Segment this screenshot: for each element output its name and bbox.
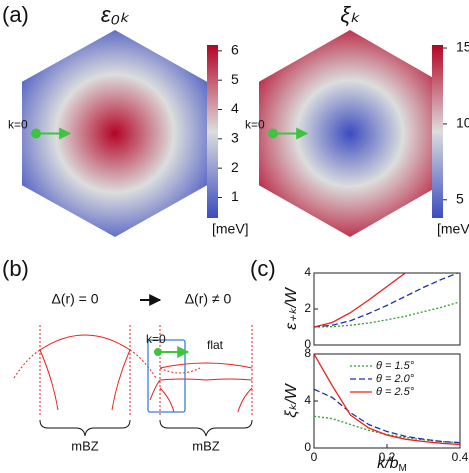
y-tick-label: 2 — [304, 301, 311, 315]
colorbar-tick-label: 3 — [231, 130, 239, 146]
y-tick-label: 0 — [304, 337, 311, 351]
brace — [39, 419, 131, 437]
brace — [159, 419, 253, 437]
y-axis-label: ξₖ/W — [283, 382, 300, 417]
legend-entry: θ = 2.5° — [376, 386, 415, 398]
x-tick-label: 0 — [311, 450, 318, 464]
band — [13, 349, 41, 379]
band — [205, 378, 253, 381]
line-series — [314, 301, 460, 328]
diagram-label: k=0 — [146, 332, 166, 346]
band — [39, 334, 131, 351]
band — [159, 387, 175, 413]
line-series — [314, 415, 460, 444]
colorbar — [432, 45, 443, 218]
colorbar-label: [meV] — [212, 221, 249, 237]
colorbar-tick-label: 5 — [231, 71, 239, 87]
colorbar-tick-label: 6 — [231, 42, 239, 58]
colorbar-label: [meV] — [437, 221, 469, 237]
x-axis-label-subscript: M — [399, 463, 407, 473]
line-series — [314, 354, 460, 446]
panel-label: (c) — [250, 256, 276, 281]
k0-marker — [268, 128, 278, 139]
heatmap — [22, 30, 207, 237]
diagram-label: Δ(r) ≠ 0 — [185, 291, 232, 307]
chart-title: ε₀ₖ — [101, 2, 130, 27]
chart-title: ξₖ — [340, 2, 360, 27]
line-series — [314, 273, 460, 328]
band — [149, 378, 207, 401]
colorbar — [207, 45, 218, 218]
y-tick-label: 4 — [304, 393, 311, 407]
band — [111, 349, 131, 411]
diagram-label: flat — [207, 338, 224, 352]
k0-marker — [154, 348, 162, 356]
y-tick-label: 8 — [304, 346, 311, 360]
legend-entry: θ = 1.5° — [376, 360, 415, 372]
zone-label: mBZ — [71, 438, 99, 453]
band — [159, 362, 253, 369]
diagram: Δ(r) = 0 Δ(r) ≠ 0 mBZ k=0 flat mBZ — [13, 291, 253, 453]
panel-label: (b) — [2, 256, 29, 281]
colorbar-tick-label: 5 — [456, 190, 464, 206]
y-tick-label: 0 — [304, 440, 311, 454]
colorbar-tick-label: 4 — [231, 100, 239, 116]
k0-marker — [31, 128, 41, 139]
x-tick-label: 0.2 — [379, 450, 396, 464]
y-tick-label: 4 — [304, 265, 311, 279]
band — [129, 349, 157, 379]
panel-label: (a) — [2, 2, 29, 27]
y-axis-label: ε₊ₖ/W — [283, 286, 300, 330]
plot-frame — [313, 272, 461, 346]
x-axis-label: k/b — [377, 455, 398, 472]
line-series — [314, 388, 460, 444]
diagram-label: Δ(r) = 0 — [51, 291, 98, 307]
colorbar-tick-label: 1 — [231, 188, 239, 204]
line-series — [314, 273, 406, 328]
band — [39, 349, 59, 411]
annotation: k=0 — [245, 118, 265, 132]
colorbar-tick-label: 15 — [456, 39, 469, 55]
zone-label: mBZ — [192, 438, 220, 453]
plot-area — [314, 354, 460, 446]
legend-entry: θ = 2.0° — [376, 373, 415, 385]
colorbar-tick-label: 10 — [456, 115, 469, 131]
x-axis-label: k/bM — [377, 455, 407, 473]
band — [237, 387, 253, 413]
annotation: k=0 — [8, 118, 28, 132]
colorbar-tick-label: 2 — [231, 159, 239, 175]
plot-area — [314, 273, 460, 328]
highlight-box — [147, 339, 186, 413]
band — [159, 367, 201, 374]
heatmap — [259, 30, 440, 237]
x-tick-label: 0.4 — [452, 450, 469, 464]
